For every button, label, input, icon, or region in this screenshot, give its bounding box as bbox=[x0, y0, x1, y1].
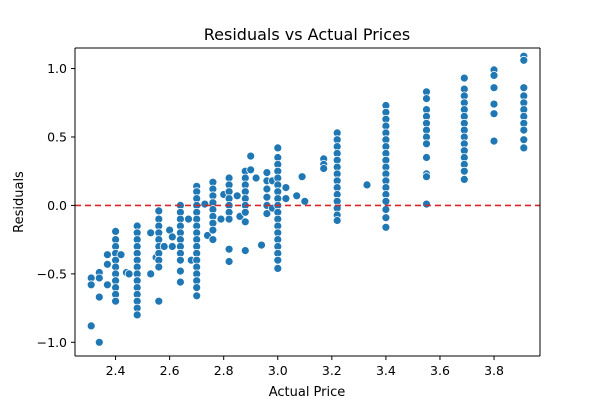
data-point bbox=[185, 215, 193, 223]
data-point bbox=[274, 256, 282, 264]
data-point bbox=[258, 241, 266, 249]
data-point bbox=[233, 192, 241, 200]
data-point bbox=[112, 227, 120, 235]
data-point bbox=[95, 293, 103, 301]
data-point bbox=[263, 185, 271, 193]
y-tick-label: −1.0 bbox=[37, 335, 67, 350]
data-point bbox=[168, 233, 176, 241]
data-point bbox=[382, 223, 390, 231]
data-point bbox=[333, 217, 341, 225]
data-point bbox=[382, 197, 390, 205]
data-point bbox=[117, 251, 125, 259]
x-tick-label: 2.8 bbox=[214, 363, 234, 378]
x-tick-label: 3.8 bbox=[484, 363, 504, 378]
data-point bbox=[160, 243, 168, 251]
data-point bbox=[263, 193, 271, 201]
data-point bbox=[155, 263, 163, 271]
data-point bbox=[298, 173, 306, 181]
data-point bbox=[103, 260, 111, 268]
data-point bbox=[87, 281, 95, 289]
x-tick-label: 3.4 bbox=[376, 363, 396, 378]
data-point bbox=[112, 297, 120, 305]
data-point bbox=[193, 284, 201, 292]
data-point bbox=[423, 95, 431, 103]
data-point bbox=[423, 200, 431, 208]
data-point bbox=[87, 322, 95, 330]
data-point bbox=[176, 278, 184, 286]
data-point bbox=[490, 71, 498, 79]
data-point bbox=[301, 197, 309, 205]
data-point bbox=[155, 207, 163, 215]
data-point bbox=[103, 281, 111, 289]
data-point bbox=[147, 229, 155, 237]
data-point bbox=[176, 267, 184, 275]
data-point bbox=[263, 169, 271, 177]
data-point bbox=[193, 292, 201, 300]
y-tick-label: −0.5 bbox=[37, 266, 67, 281]
x-tick-label: 3.6 bbox=[430, 363, 450, 378]
data-point bbox=[423, 140, 431, 148]
data-point bbox=[217, 215, 225, 223]
data-point bbox=[490, 110, 498, 118]
data-point bbox=[209, 226, 217, 234]
data-point bbox=[241, 208, 249, 216]
data-point bbox=[490, 84, 498, 92]
data-point bbox=[382, 214, 390, 222]
data-point bbox=[133, 311, 141, 319]
data-point bbox=[423, 154, 431, 162]
data-point bbox=[274, 264, 282, 272]
data-point bbox=[168, 243, 176, 251]
data-point bbox=[247, 152, 255, 160]
y-axis-label: Residuals bbox=[12, 171, 27, 233]
data-point bbox=[520, 56, 528, 64]
data-point bbox=[490, 100, 498, 108]
data-point bbox=[363, 181, 371, 189]
data-point bbox=[320, 165, 328, 173]
x-axis-label: Actual Price bbox=[269, 385, 346, 400]
data-point bbox=[252, 174, 260, 182]
chart-title: Residuals vs Actual Prices bbox=[204, 25, 410, 44]
x-tick-label: 2.6 bbox=[160, 363, 180, 378]
data-point bbox=[95, 338, 103, 346]
data-point bbox=[176, 256, 184, 264]
data-point bbox=[293, 192, 301, 200]
data-point bbox=[155, 297, 163, 305]
y-tick-label: 0.0 bbox=[47, 198, 67, 213]
data-point bbox=[209, 236, 217, 244]
data-point bbox=[125, 270, 133, 278]
data-point bbox=[225, 258, 233, 266]
y-tick-label: 0.5 bbox=[47, 129, 67, 144]
data-point bbox=[225, 245, 233, 253]
data-point bbox=[490, 137, 498, 145]
data-point bbox=[282, 184, 290, 192]
data-point bbox=[460, 175, 468, 183]
data-point bbox=[382, 206, 390, 214]
y-tick-label: 1.0 bbox=[47, 61, 67, 76]
data-point bbox=[460, 167, 468, 175]
x-tick-label: 2.4 bbox=[106, 363, 126, 378]
data-point bbox=[520, 136, 528, 144]
data-point bbox=[520, 126, 528, 134]
data-point bbox=[147, 270, 155, 278]
x-tick-label: 3.2 bbox=[322, 363, 342, 378]
data-point bbox=[241, 218, 249, 226]
data-point bbox=[247, 166, 255, 174]
data-point bbox=[95, 274, 103, 282]
data-point bbox=[225, 215, 233, 223]
y-axis-ticks: −1.0 −0.5 0.0 0.5 1.0 bbox=[37, 61, 75, 350]
data-point bbox=[520, 144, 528, 152]
data-point bbox=[423, 173, 431, 181]
data-point bbox=[201, 200, 209, 208]
data-point bbox=[520, 84, 528, 92]
data-point bbox=[241, 247, 249, 255]
data-point bbox=[460, 74, 468, 82]
x-tick-label: 3.0 bbox=[268, 363, 288, 378]
x-axis-ticks: 2.4 2.6 2.8 3.0 3.2 3.4 3.6 3.8 bbox=[106, 356, 504, 378]
data-point bbox=[103, 251, 111, 259]
data-point bbox=[274, 144, 282, 152]
data-point bbox=[282, 195, 290, 203]
